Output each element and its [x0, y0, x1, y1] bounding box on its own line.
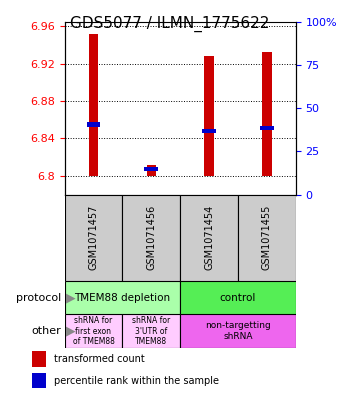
Text: GSM1071455: GSM1071455 — [262, 205, 272, 270]
Bar — [32, 373, 46, 388]
Bar — [260, 126, 274, 130]
Bar — [65, 314, 122, 348]
Bar — [238, 195, 296, 281]
Bar — [65, 281, 180, 314]
Text: control: control — [220, 293, 256, 303]
Bar — [204, 56, 214, 176]
Text: ▶: ▶ — [66, 291, 76, 304]
Bar — [180, 195, 238, 281]
Text: GDS5077 / ILMN_1775622: GDS5077 / ILMN_1775622 — [70, 16, 270, 32]
Bar — [87, 122, 100, 127]
Bar — [122, 195, 180, 281]
Bar — [180, 314, 296, 348]
Bar — [147, 165, 156, 176]
Text: percentile rank within the sample: percentile rank within the sample — [54, 376, 219, 386]
Text: GSM1071456: GSM1071456 — [146, 205, 156, 270]
Text: shRNA for
3'UTR of
TMEM88: shRNA for 3'UTR of TMEM88 — [132, 316, 170, 346]
Bar — [122, 314, 180, 348]
Bar — [202, 129, 216, 133]
Text: non-targetting
shRNA: non-targetting shRNA — [205, 321, 271, 341]
Bar — [65, 195, 122, 281]
Text: GSM1071457: GSM1071457 — [88, 205, 99, 270]
Bar — [144, 167, 158, 171]
Bar — [89, 34, 98, 176]
Text: shRNA for
first exon
of TMEM88: shRNA for first exon of TMEM88 — [72, 316, 115, 346]
Text: TMEM88 depletion: TMEM88 depletion — [74, 293, 170, 303]
Bar — [180, 281, 296, 314]
Bar — [32, 351, 46, 367]
Bar — [262, 52, 272, 176]
Text: GSM1071454: GSM1071454 — [204, 205, 214, 270]
Text: protocol: protocol — [16, 293, 61, 303]
Text: transformed count: transformed count — [54, 354, 144, 364]
Text: other: other — [31, 326, 61, 336]
Text: ▶: ▶ — [66, 325, 76, 338]
